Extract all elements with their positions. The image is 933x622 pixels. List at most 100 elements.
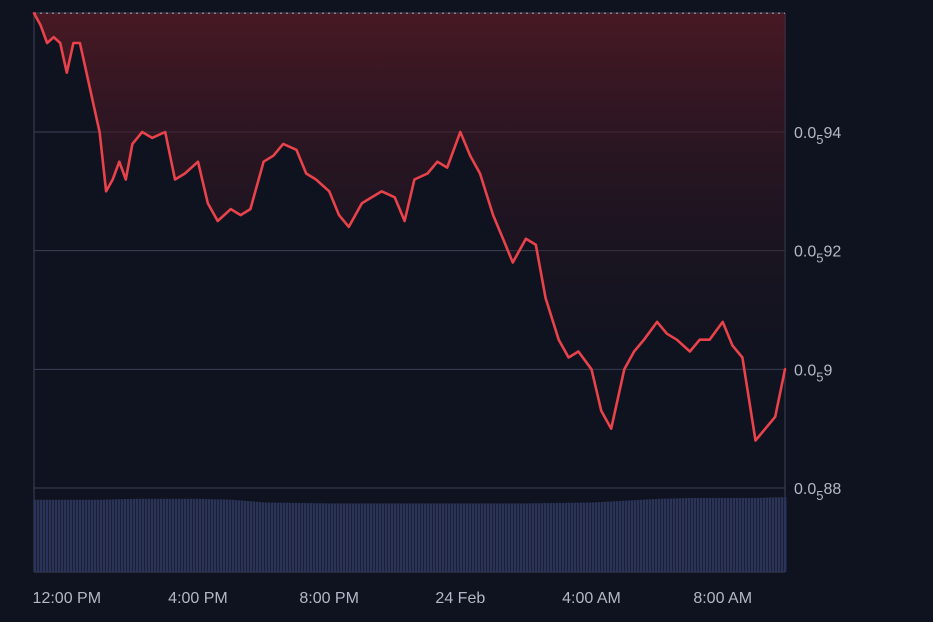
- volume-bar: [766, 497, 769, 572]
- volume-bar: [691, 497, 694, 572]
- volume-bar: [40, 499, 43, 572]
- volume-bar: [328, 503, 331, 572]
- y-tick-label: 0.0588: [794, 481, 841, 503]
- volume-bar: [655, 498, 658, 572]
- volume-bar: [247, 501, 250, 572]
- volume-bar: [325, 503, 328, 572]
- volume-bar: [562, 502, 565, 572]
- volume-bar: [457, 503, 460, 572]
- y-tick-label: 0.0592: [794, 244, 841, 266]
- volume-bar: [109, 499, 112, 572]
- volume-bar: [187, 498, 190, 572]
- volume-bar: [559, 502, 562, 572]
- volume-bar: [373, 503, 376, 572]
- volume-bar: [127, 498, 130, 572]
- volume-bar: [280, 502, 283, 572]
- volume-bar: [544, 503, 547, 572]
- volume-bar: [259, 502, 262, 572]
- volume-bar: [508, 503, 511, 572]
- volume-bar: [190, 498, 193, 572]
- volume-bar: [574, 502, 577, 572]
- volume-bar: [298, 502, 301, 572]
- volume-bar: [397, 503, 400, 572]
- x-tick-label: 24 Feb: [435, 590, 485, 607]
- volume-bar: [616, 501, 619, 572]
- volume-bar: [211, 499, 214, 572]
- volume-bar: [733, 497, 736, 572]
- volume-bar: [412, 503, 415, 572]
- volume-bar: [415, 503, 418, 572]
- volume-bar: [124, 499, 127, 572]
- volume-bar: [469, 503, 472, 572]
- volume-bar: [610, 501, 613, 572]
- volume-bar: [466, 503, 469, 572]
- volume-bar: [604, 501, 607, 572]
- volume-bar: [277, 502, 280, 572]
- volume-bar: [94, 499, 97, 572]
- volume-bar: [550, 503, 553, 572]
- volume-bar: [637, 499, 640, 572]
- volume-bar: [565, 502, 568, 572]
- volume-bar: [760, 497, 763, 572]
- volume-bar: [304, 503, 307, 572]
- volume-bar: [208, 499, 211, 572]
- volume-bar: [184, 498, 187, 572]
- volume-bar: [346, 503, 349, 572]
- volume-bar: [523, 503, 526, 572]
- volume-bar: [379, 503, 382, 572]
- volume-bar: [403, 503, 406, 572]
- volume-bar: [130, 498, 133, 572]
- volume-bar: [592, 502, 595, 572]
- volume-bar: [232, 499, 235, 572]
- volume-bar: [781, 497, 784, 572]
- volume-bar: [253, 501, 256, 572]
- volume-bar: [289, 502, 292, 572]
- volume-bar: [361, 503, 364, 572]
- volume-bar: [268, 502, 271, 572]
- volume-bar: [736, 497, 739, 572]
- volume-bar: [475, 503, 478, 572]
- volume-bar: [484, 503, 487, 572]
- volume-bar: [154, 498, 157, 572]
- volume-bar: [778, 497, 781, 572]
- volume-bar: [712, 497, 715, 572]
- volume-bar: [685, 498, 688, 572]
- volume-bar: [70, 499, 73, 572]
- volume-bar: [58, 499, 61, 572]
- volume-bar: [436, 503, 439, 572]
- volume-bar: [658, 498, 661, 572]
- volume-bar: [730, 497, 733, 572]
- volume-bar: [529, 503, 532, 572]
- volume-bar: [718, 497, 721, 572]
- volume-bar: [445, 503, 448, 572]
- volume-bar: [199, 498, 202, 572]
- volume-bar: [715, 497, 718, 572]
- volume-bar: [136, 498, 139, 572]
- volume-bar: [478, 503, 481, 572]
- volume-bars: [34, 497, 787, 572]
- area-fill: [34, 13, 785, 441]
- volume-bar: [541, 503, 544, 572]
- volume-bar: [613, 501, 616, 572]
- volume-bar: [649, 499, 652, 572]
- price-series-line: [32, 12, 787, 442]
- volume-bar: [676, 498, 679, 572]
- volume-bar: [343, 503, 346, 572]
- volume-bar: [679, 498, 682, 572]
- volume-bar: [115, 499, 118, 572]
- volume-bar: [271, 502, 274, 572]
- volume-bar: [157, 498, 160, 572]
- volume-bar: [73, 499, 76, 572]
- volume-bar: [442, 503, 445, 572]
- volume-bar: [205, 499, 208, 572]
- volume-bar: [568, 502, 571, 572]
- volume-bar: [196, 498, 199, 572]
- volume-bar: [430, 503, 433, 572]
- volume-bar: [139, 498, 142, 572]
- volume-bar: [628, 500, 631, 572]
- volume-bar: [331, 503, 334, 572]
- volume-bar: [88, 499, 91, 572]
- volume-bar: [370, 503, 373, 572]
